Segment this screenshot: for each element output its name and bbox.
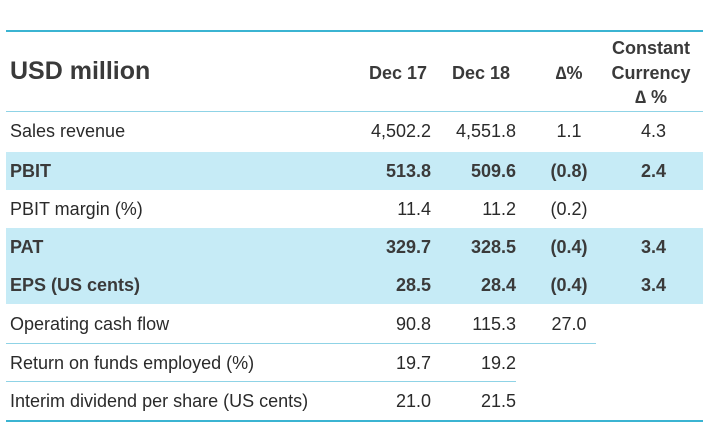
cell-delta-pct: (0.2) (550, 199, 588, 219)
row-label: PBIT (10, 161, 52, 181)
row-label: PAT (10, 237, 44, 257)
cell-dec17: 329.7 (385, 237, 431, 257)
row-divider (6, 343, 596, 344)
cell-dec17: 4,502.2 (370, 121, 431, 141)
row-label: Sales revenue (10, 121, 126, 141)
cell-dec18: 328.5 (470, 237, 516, 257)
table-title: USD million (10, 57, 151, 85)
col-header-constant: Constant (612, 38, 690, 58)
table-row: PAT 329.7 328.5 (0.4) 3.4 (6, 228, 703, 266)
row-label: Operating cash flow (10, 314, 170, 334)
table-row: PBIT margin (%) 11.4 11.2 (0.2) (6, 190, 703, 228)
cell-cc-delta: 2.4 (640, 161, 667, 181)
table-row: Return on funds employed (%) 19.7 19.2 (6, 344, 703, 382)
table-bottom-rule (6, 420, 703, 422)
table-header: USD million Dec 17 Dec 18 ∆% Constant Cu… (6, 33, 703, 111)
cell-dec17: 19.7 (395, 353, 431, 373)
cell-delta-pct: (0.4) (550, 237, 588, 257)
header-divider (6, 111, 703, 112)
cell-dec17: 90.8 (395, 314, 431, 334)
cell-delta-pct: (0.8) (550, 161, 588, 181)
cell-dec18: 28.4 (480, 275, 516, 295)
col-header-delta-pct: ∆% (555, 63, 583, 83)
col-header-dec18: Dec 18 (451, 63, 511, 83)
cell-dec17: 11.4 (397, 199, 431, 219)
row-label: Return on funds employed (%) (10, 353, 255, 373)
cell-cc-delta: 3.4 (640, 275, 667, 295)
cell-dec17: 28.5 (395, 275, 431, 295)
cell-dec18: 19.2 (480, 353, 516, 373)
row-label: EPS (US cents) (10, 275, 141, 295)
row-label: PBIT margin (%) (10, 199, 143, 219)
cell-cc-delta: 4.3 (640, 121, 667, 141)
cell-delta-pct: 27.0 (551, 314, 587, 334)
table-row: Sales revenue 4,502.2 4,551.8 1.1 4.3 (6, 112, 703, 150)
cell-dec18: 11.2 (482, 199, 516, 219)
cell-dec18: 21.5 (480, 391, 516, 411)
table-row: PBIT 513.8 509.6 (0.8) 2.4 (6, 152, 703, 190)
table-row: Operating cash flow 90.8 115.3 27.0 (6, 305, 703, 343)
row-divider (6, 381, 516, 382)
cell-delta-pct: (0.4) (550, 275, 588, 295)
cell-cc-delta: 3.4 (640, 237, 667, 257)
table-row: Interim dividend per share (US cents) 21… (6, 382, 703, 420)
cell-delta-pct: 1.1 (556, 121, 582, 141)
cell-dec17: 21.0 (395, 391, 431, 411)
col-header-dec17: Dec 17 (368, 63, 428, 83)
cell-dec17: 513.8 (385, 161, 431, 181)
col-header-cc-delta: ∆ % (634, 87, 668, 107)
table-top-rule (6, 30, 703, 32)
row-label: Interim dividend per share (US cents) (10, 391, 309, 411)
col-header-currency: Currency (611, 63, 691, 83)
cell-dec18: 509.6 (470, 161, 516, 181)
cell-dec18: 115.3 (472, 314, 516, 334)
table-row: EPS (US cents) 28.5 28.4 (0.4) 3.4 (6, 266, 703, 304)
cell-dec18: 4,551.8 (455, 121, 516, 141)
